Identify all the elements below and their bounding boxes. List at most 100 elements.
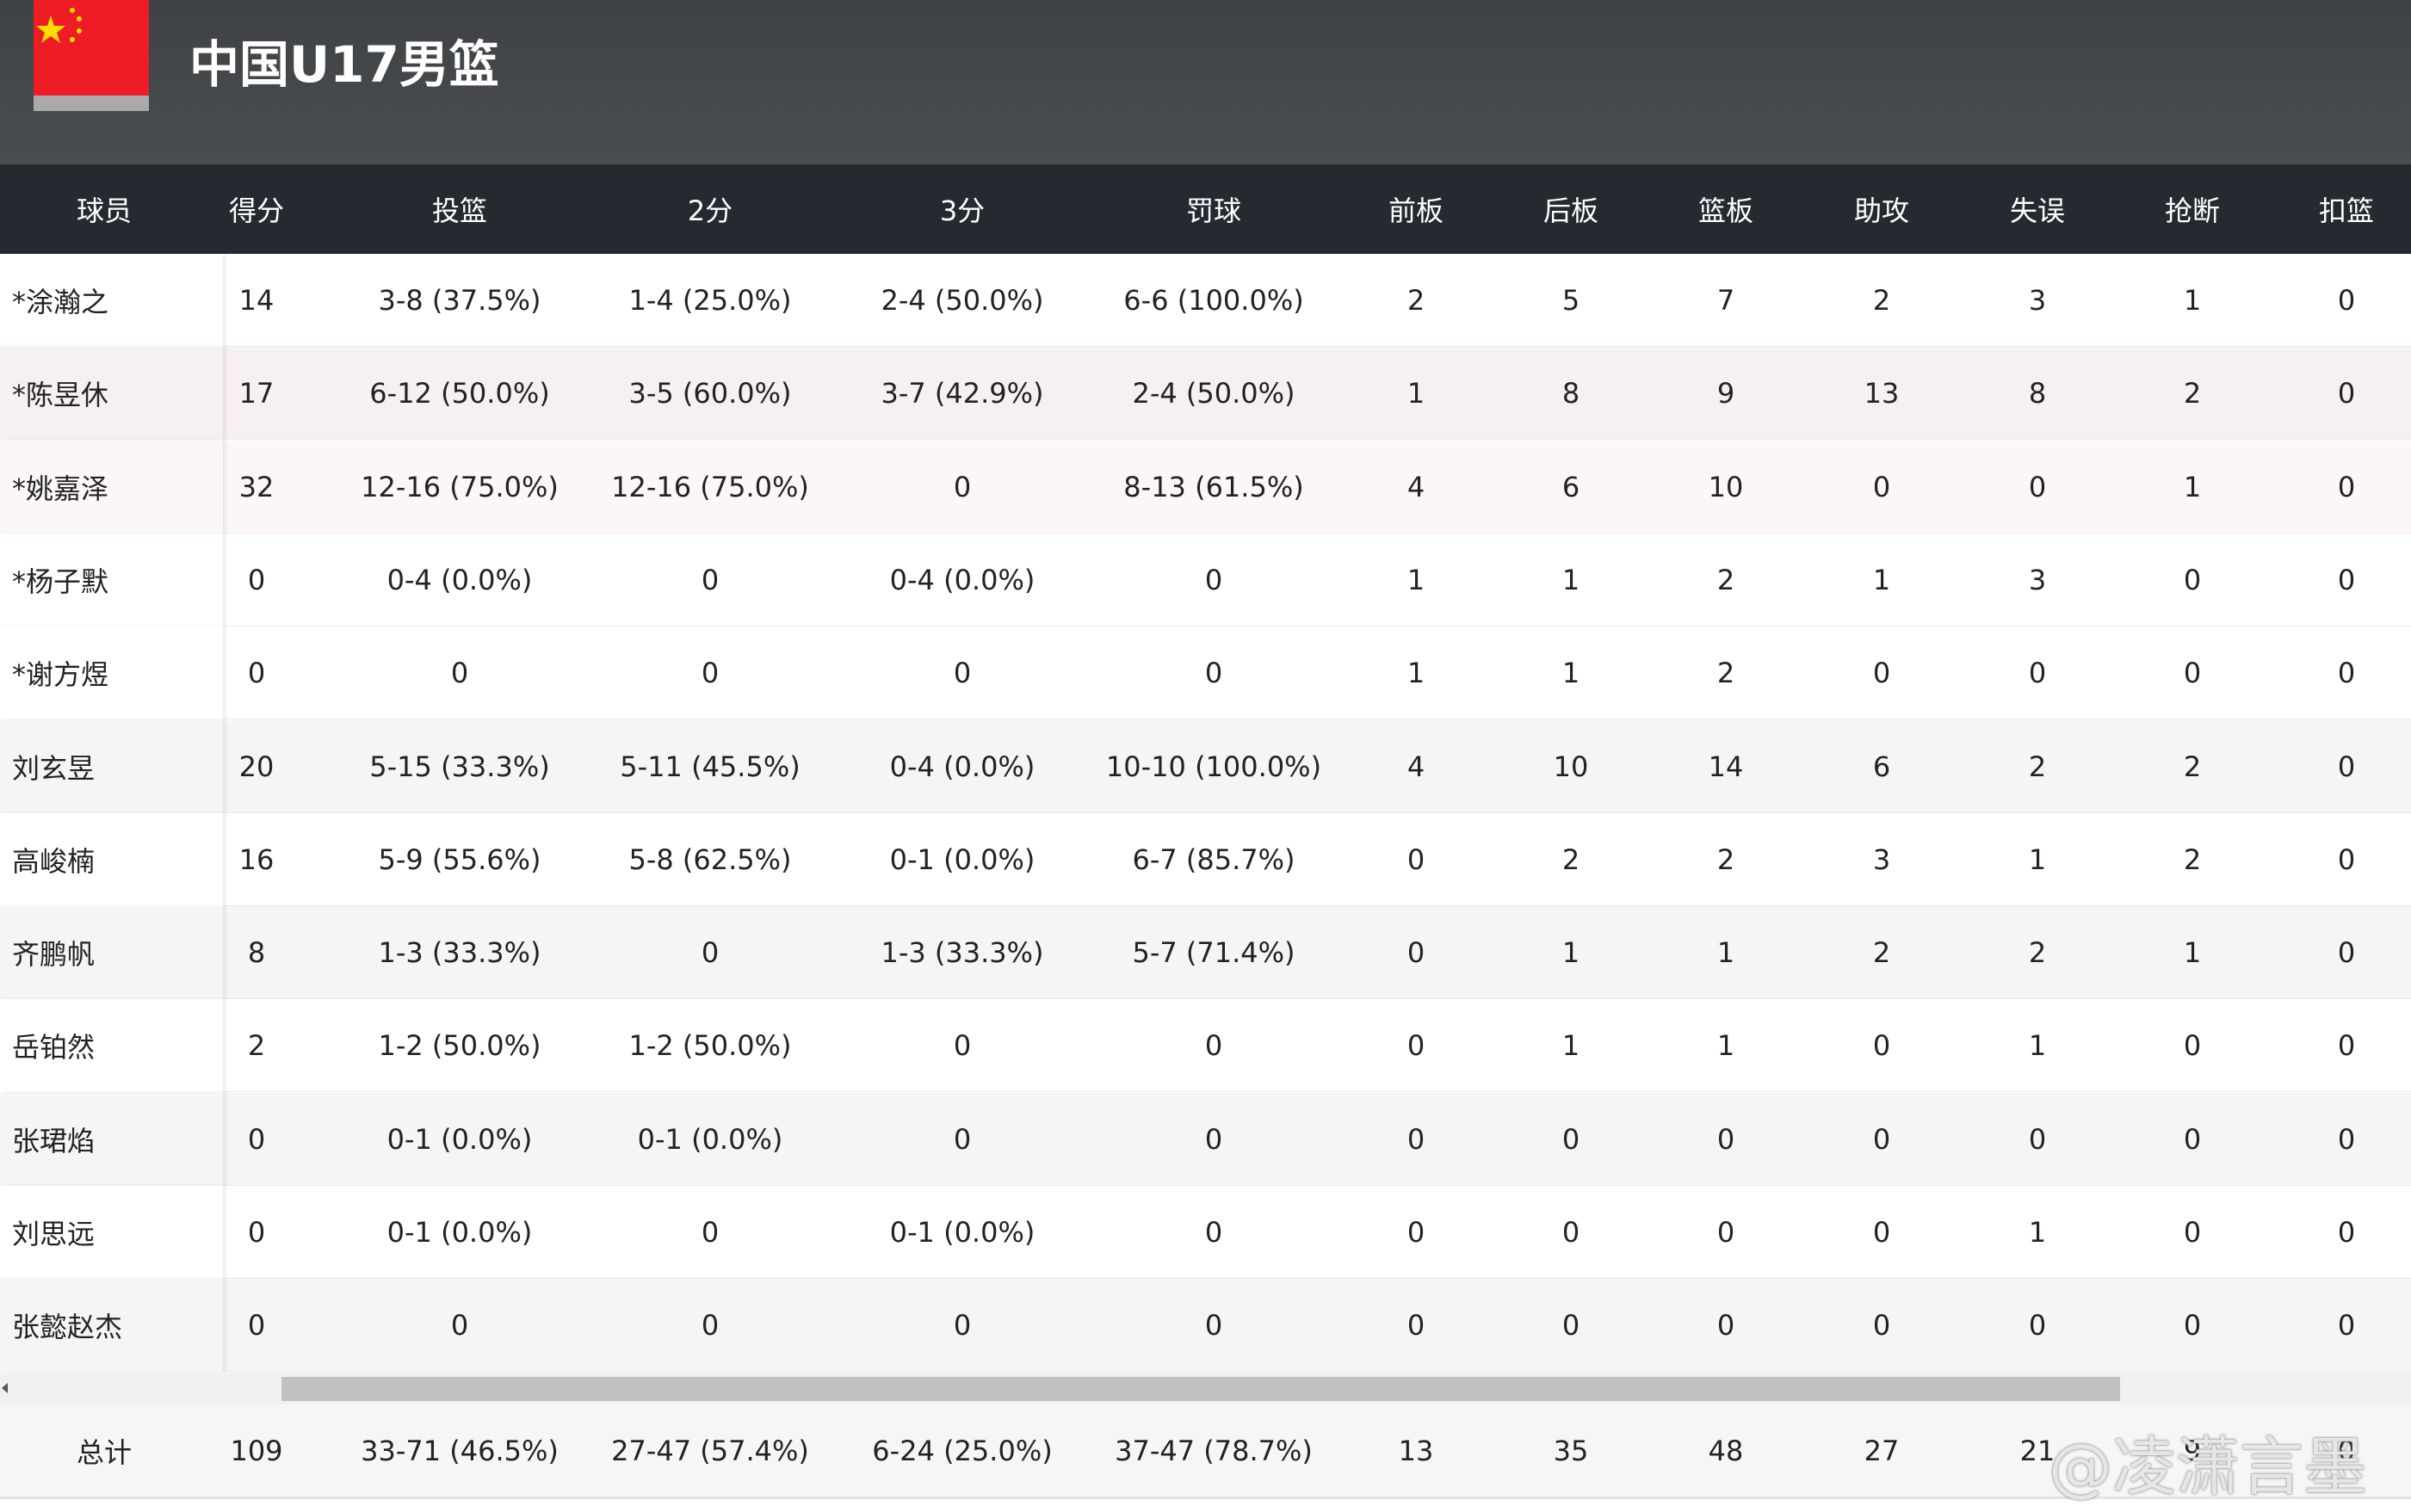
cell: 3-7 (42.9%) (881, 377, 1044, 410)
cell: 2 (1716, 563, 1735, 596)
cell: 3 (2028, 563, 2047, 596)
cell: 2-4 (50.0%) (881, 284, 1044, 317)
cell: 岳铂然 (12, 1031, 96, 1065)
total-cell: 总计 (76, 1436, 133, 1469)
cell: 3-8 (37.5%) (378, 284, 541, 317)
total-cell: 33-71 (46.5%) (361, 1435, 559, 1467)
cell: 0 (1872, 1122, 1891, 1156)
cell: 0 (1406, 1122, 1425, 1156)
cell: 0 (2183, 657, 2202, 690)
cell: 3 (2028, 284, 2047, 317)
cell: 5 (1561, 284, 1580, 317)
cell: 0 (2337, 936, 2356, 970)
cell: 0 (247, 1216, 266, 1249)
cell: 0 (1561, 1216, 1580, 1249)
cell: 8 (1561, 377, 1580, 410)
table-row: *陈昱休 17 6-12 (50.0%) 3-5 (60.0%) 3-7 (42.9%)… (0, 347, 2411, 441)
cell: 1 (1716, 1029, 1735, 1063)
column-header: 失误 (2009, 194, 2066, 227)
column-header: 后板 (1542, 194, 1599, 227)
cell: 0 (247, 1122, 266, 1156)
cell: 12-16 (75.0%) (611, 470, 809, 503)
name-column (0, 347, 223, 441)
table-header: 球员 得分 投篮 2分 3分 罚球 前板 后板 篮板 助攻 失误 抢断 扣篮 (0, 164, 2411, 254)
column-header: 扣篮 (2318, 194, 2375, 227)
watermark: @凌潇言墨 (2049, 1430, 2367, 1504)
cell: 1-2 (50.0%) (628, 1029, 792, 1063)
cell: 1 (2183, 284, 2202, 317)
cell: 1 (1561, 936, 1580, 970)
cell: 0 (701, 1216, 720, 1249)
name-column (0, 1092, 223, 1186)
cell: 2 (1406, 284, 1425, 317)
cell: 1 (1561, 1029, 1580, 1063)
table-row: *涂瀚之 14 3-8 (37.5%) 1-4 (25.0%) 2-4 (50.0%) 6… (0, 254, 2411, 347)
cell: 0 (1204, 1029, 1223, 1063)
cell: 1 (2028, 842, 2047, 876)
cell: 0 (1204, 563, 1223, 596)
table-row: 张珺焰 0 0-1 (0.0%) 0-1 (0.0%) 0 0 0 0 0 0 0 0 0 (0, 1092, 2411, 1186)
cell: 10 (1553, 750, 1589, 783)
cell: 0 (1406, 1029, 1425, 1063)
cell: 0 (1406, 936, 1425, 970)
team-title: 中国U17男篮 (189, 35, 499, 94)
cell: 0 (1561, 1309, 1580, 1342)
cell: 0 (701, 1309, 720, 1342)
cell: 0 (1716, 1122, 1735, 1156)
cell: 6-6 (100.0%) (1123, 284, 1304, 317)
cell: 1 (2028, 1029, 2047, 1063)
cell: *涂瀚之 (12, 286, 109, 318)
cell: 9 (1716, 377, 1735, 410)
cell: 0 (2337, 284, 2356, 317)
cell: 0 (1872, 1216, 1891, 1249)
table-row: 高峻楠 16 5-9 (55.6%) 5-8 (62.5%) 0-1 (0.0%) 6-7… (0, 812, 2411, 906)
column-header: 抢断 (2164, 194, 2221, 227)
cell: 0 (2337, 470, 2356, 503)
cell: 1 (1561, 657, 1580, 690)
cell: 0 (953, 1122, 972, 1156)
cell: 刘玄昱 (12, 751, 96, 785)
cell: 0-4 (0.0%) (889, 563, 1035, 596)
cell: 高峻楠 (12, 844, 96, 878)
cell: 刘思远 (12, 1218, 96, 1250)
cell: 0-1 (0.0%) (386, 1122, 533, 1156)
cell: 齐鹏帆 (12, 938, 96, 972)
cell: 6 (1872, 750, 1891, 783)
cell: 0 (247, 563, 266, 596)
cell: 6-12 (50.0%) (369, 377, 550, 410)
cell: 0 (1872, 657, 1891, 690)
cell: 0 (2183, 1309, 2202, 1342)
cell: 0-1 (0.0%) (889, 1216, 1035, 1249)
cell: 20 (238, 750, 275, 783)
column-header: 球员 (76, 194, 133, 227)
cell: 2 (2183, 842, 2202, 876)
cell: 2 (1872, 936, 1891, 970)
cell: 0 (701, 563, 720, 596)
total-cell: 0 (2337, 1435, 2356, 1467)
cell: 10-10 (100.0%) (1105, 750, 1322, 783)
table-row: 岳铂然 2 1-2 (50.0%) 1-2 (50.0%) 0 0 0 1 1 0 1 0 0 (0, 999, 2411, 1093)
cell: 2 (1716, 657, 1735, 690)
cell: 0 (2337, 1122, 2356, 1156)
cell: 0-1 (0.0%) (637, 1122, 783, 1156)
cell: 0 (2028, 1122, 2047, 1156)
cell: 0 (2183, 1216, 2202, 1249)
cell: 0 (953, 1309, 972, 1342)
table-row: 张懿赵杰 0 0 0 0 0 0 0 0 0 0 0 0 (0, 1279, 2411, 1373)
cell: 0 (1716, 1216, 1735, 1249)
cell: 5-11 (45.5%) (620, 750, 801, 783)
total-cell: 109 (230, 1435, 283, 1467)
cell: 0 (1872, 1029, 1891, 1063)
cell: 2 (2183, 750, 2202, 783)
cell: 2 (2028, 936, 2047, 970)
cell: 张珺焰 (12, 1124, 96, 1157)
cell: 2-4 (50.0%) (1132, 377, 1295, 410)
column-header: 篮板 (1697, 194, 1754, 227)
column-header: 前板 (1388, 194, 1444, 227)
cell: 16 (238, 842, 275, 876)
cell: 4 (1406, 470, 1425, 503)
cell: 0 (1204, 1216, 1223, 1249)
cell: 2 (1561, 842, 1580, 876)
cell: 6 (1561, 470, 1580, 503)
column-header: 得分 (228, 194, 285, 227)
